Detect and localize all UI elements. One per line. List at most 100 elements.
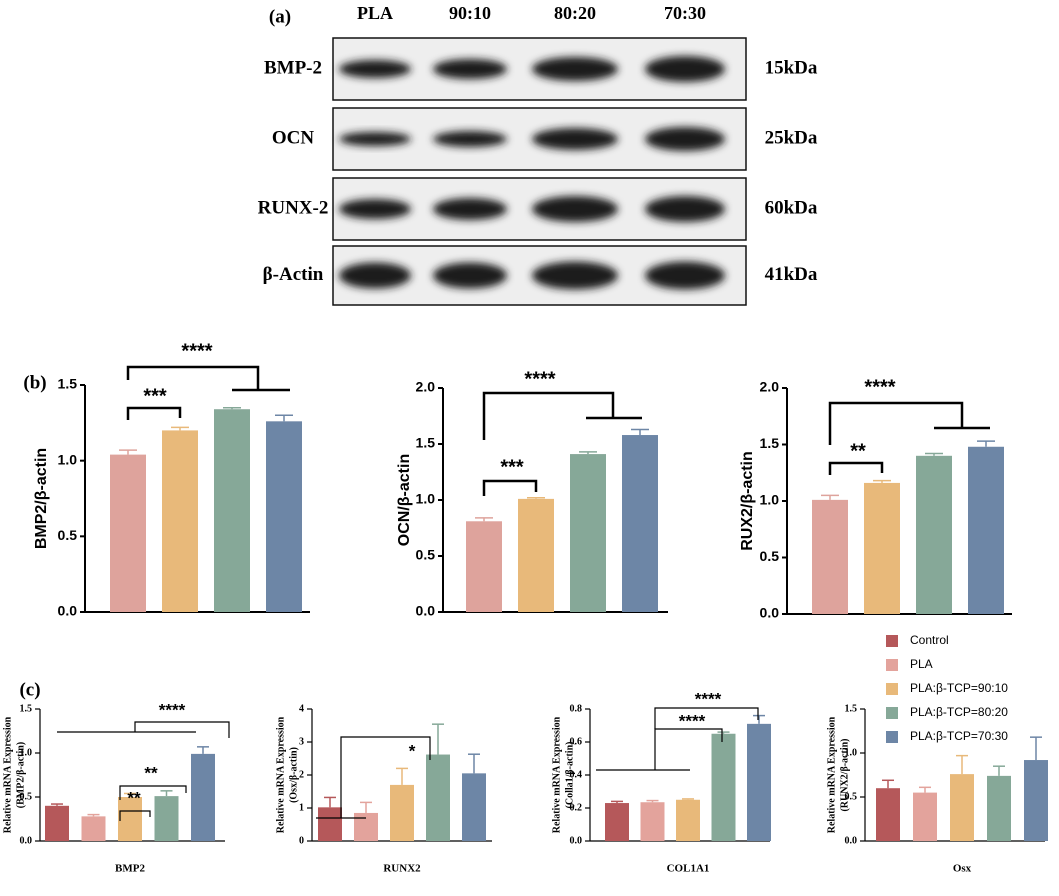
bar <box>913 792 937 841</box>
y-tick-label: 0.0 <box>20 835 33 846</box>
y-tick-label: 0.0 <box>58 603 78 619</box>
y-tick-label: 2.0 <box>416 379 436 395</box>
bar <box>864 482 900 614</box>
legend-label: PLA <box>910 657 933 671</box>
y-axis-label: OCN/β-actin <box>396 454 413 546</box>
significance-label: **** <box>864 376 895 398</box>
x-axis-label: BMP2 <box>115 863 145 875</box>
bar <box>318 807 342 841</box>
y-axis-label: (Osx/β-actin) <box>288 747 299 803</box>
bar <box>45 805 69 841</box>
bar <box>162 430 198 612</box>
y-tick-label: 1.5 <box>20 703 33 714</box>
y-tick-label: 0 <box>299 835 304 846</box>
significance-bracket <box>828 401 964 445</box>
y-tick-label: 2.0 <box>760 379 780 395</box>
significance-bracket <box>126 365 260 390</box>
significance-bracket <box>828 461 884 475</box>
bar <box>876 788 900 841</box>
significance-bracket <box>126 406 182 420</box>
bar <box>812 499 848 614</box>
y-tick-label: 0.4 <box>570 769 583 780</box>
band <box>339 262 411 289</box>
bar <box>81 816 106 841</box>
band <box>645 196 725 222</box>
y-tick-label: 0.6 <box>570 736 583 747</box>
significance-label: **** <box>695 689 722 708</box>
significance-label: * <box>409 741 416 760</box>
band <box>433 198 507 220</box>
y-tick-label: 1.0 <box>20 747 33 758</box>
y-tick-label: 0.2 <box>570 802 583 813</box>
significance-label: **** <box>159 700 186 719</box>
band <box>645 261 725 290</box>
size-label: 25kDa <box>765 127 818 148</box>
y-tick-label: 1.0 <box>845 747 858 758</box>
legend-label: PLA:β-TCP=80:20 <box>910 705 1008 719</box>
bar <box>950 774 974 841</box>
y-tick-label: 0.5 <box>760 548 780 564</box>
significance-label: ** <box>144 763 158 782</box>
size-label: 41kDa <box>765 264 818 285</box>
bar <box>214 409 250 612</box>
panel-label: (b) <box>23 372 46 393</box>
bar <box>605 803 629 841</box>
bar <box>676 799 700 841</box>
lane-label: 90:10 <box>449 3 491 23</box>
band <box>645 127 725 151</box>
size-label: 60kDa <box>765 197 818 218</box>
x-axis-label: RUNX2 <box>383 863 421 875</box>
protein-label: β-Actin <box>263 264 324 285</box>
significance-bracket <box>340 736 431 818</box>
y-axis-label: Relative mRNA Expression <box>2 716 13 833</box>
y-tick-label: 0.8 <box>570 703 583 714</box>
y-tick-label: 0.5 <box>58 527 78 543</box>
band <box>532 128 618 150</box>
size-label: 15kDa <box>765 57 818 78</box>
legend-label: Control <box>910 633 949 647</box>
y-tick-label: 2 <box>299 769 304 780</box>
bar <box>462 773 486 841</box>
significance-label: *** <box>143 385 167 407</box>
y-axis-label: (RUNX2/β-actin) <box>839 738 850 811</box>
panel-label: (c) <box>19 679 40 700</box>
bar <box>1024 760 1048 841</box>
legend-swatch <box>886 659 898 671</box>
significance-bracket <box>482 391 615 440</box>
y-tick-label: 1 <box>299 802 304 813</box>
bar <box>987 775 1011 841</box>
bar <box>466 521 502 612</box>
protein-label: BMP-2 <box>264 57 322 78</box>
y-tick-label: 1.0 <box>416 491 436 507</box>
y-tick-label: 0.5 <box>416 547 436 563</box>
significance-bracket <box>654 728 723 770</box>
panel-label: (a) <box>269 6 291 27</box>
significance-bracket <box>119 785 187 800</box>
bar <box>622 435 658 612</box>
y-tick-label: 1.5 <box>58 376 78 392</box>
bar <box>390 784 414 841</box>
significance-bracket <box>119 810 151 821</box>
significance-label: **** <box>181 340 212 362</box>
y-tick-label: 3 <box>299 736 304 747</box>
band <box>433 262 507 289</box>
significance-bracket <box>134 721 230 738</box>
y-tick-label: 1.5 <box>416 435 436 451</box>
lane-label: 80:20 <box>554 3 596 23</box>
protein-label: OCN <box>272 127 315 148</box>
bar <box>118 797 142 841</box>
bar <box>266 421 302 612</box>
significance-label: **** <box>679 711 706 730</box>
bar <box>916 455 952 614</box>
bar <box>154 796 179 841</box>
significance-label: ** <box>127 788 141 807</box>
band <box>532 261 618 290</box>
bar <box>640 802 665 841</box>
bar <box>354 812 378 841</box>
lane-label: 70:30 <box>664 3 706 23</box>
lane-label: PLA <box>357 3 393 23</box>
legend-label: PLA:β-TCP=90:10 <box>910 681 1008 695</box>
y-tick-label: 0.0 <box>416 603 436 619</box>
y-axis-label: Relative mRNA Expression <box>826 716 837 833</box>
